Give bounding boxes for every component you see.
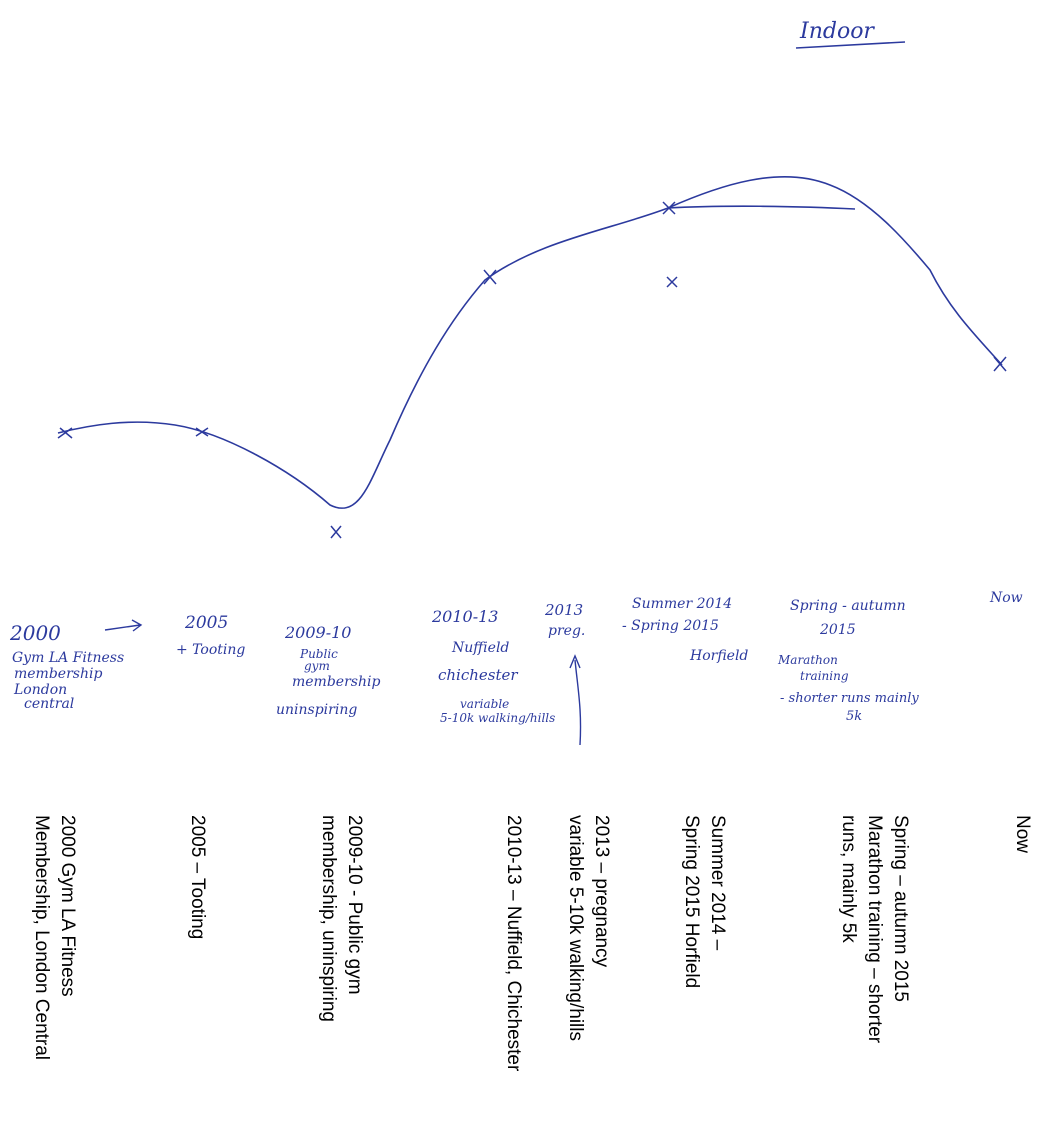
typed-labels: 2000 Gym LA Fitness Membership, London C… [31,815,1033,1072]
hand-label-2005: 2005 + Tooting [176,613,245,658]
cross-marker-2000 [57,427,73,439]
hand-label-now: Now [989,590,1023,606]
typed-label-2010: 2010-13 – Nuffield, Chichester [503,815,524,1072]
typed-label-2015: Spring – autumn 2015 Marathon training –… [838,815,911,1048]
hand-label-2015: Spring - autumn 2015 Marathon training -… [777,598,923,724]
cross-marker-2009 [330,525,342,539]
pregnancy-arrow [569,654,582,746]
cross-marker-2010 [483,269,497,285]
typed-label-2014: Summer 2014 – Spring 2015 Horfield [681,815,728,988]
cross-marker-2014 [662,201,676,215]
hand-label-2014: Summer 2014 - Spring 2015 Horfield [622,596,748,664]
handwritten-labels: 2000 Gym LA Fitness membership London ce… [9,590,1023,746]
indoor-activity-curve [57,175,1003,509]
arrow-2000-2005 [104,619,143,632]
cross-marker-now [993,356,1007,372]
cross-marker-2015 [666,276,678,288]
typed-label-2009: 2009-10 - Public gym membership, uninspi… [318,815,365,1022]
cross-marker-2005 [195,427,209,437]
typed-label-2013: 2013 – pregnancy variable 5-10k walking/… [565,815,612,1041]
sketch-title: Indoor [799,19,875,44]
hand-label-2009: 2009-10 Public gym membership uninspirin… [276,623,385,718]
hand-label-2010: 2010-13 Nuffield chichester variable 5-1… [431,607,555,725]
curve-branch [667,205,856,210]
title-underline [795,41,906,49]
hand-label-2013: 2013 preg. [544,601,588,639]
hand-label-2000: 2000 Gym LA Fitness membership London ce… [9,621,129,712]
typed-label-2000: 2000 Gym LA Fitness Membership, London C… [31,815,78,1060]
typed-label-now: Now [1012,815,1033,853]
cross-markers [57,201,1007,539]
typed-label-2005: 2005 – Tooting [187,815,208,939]
